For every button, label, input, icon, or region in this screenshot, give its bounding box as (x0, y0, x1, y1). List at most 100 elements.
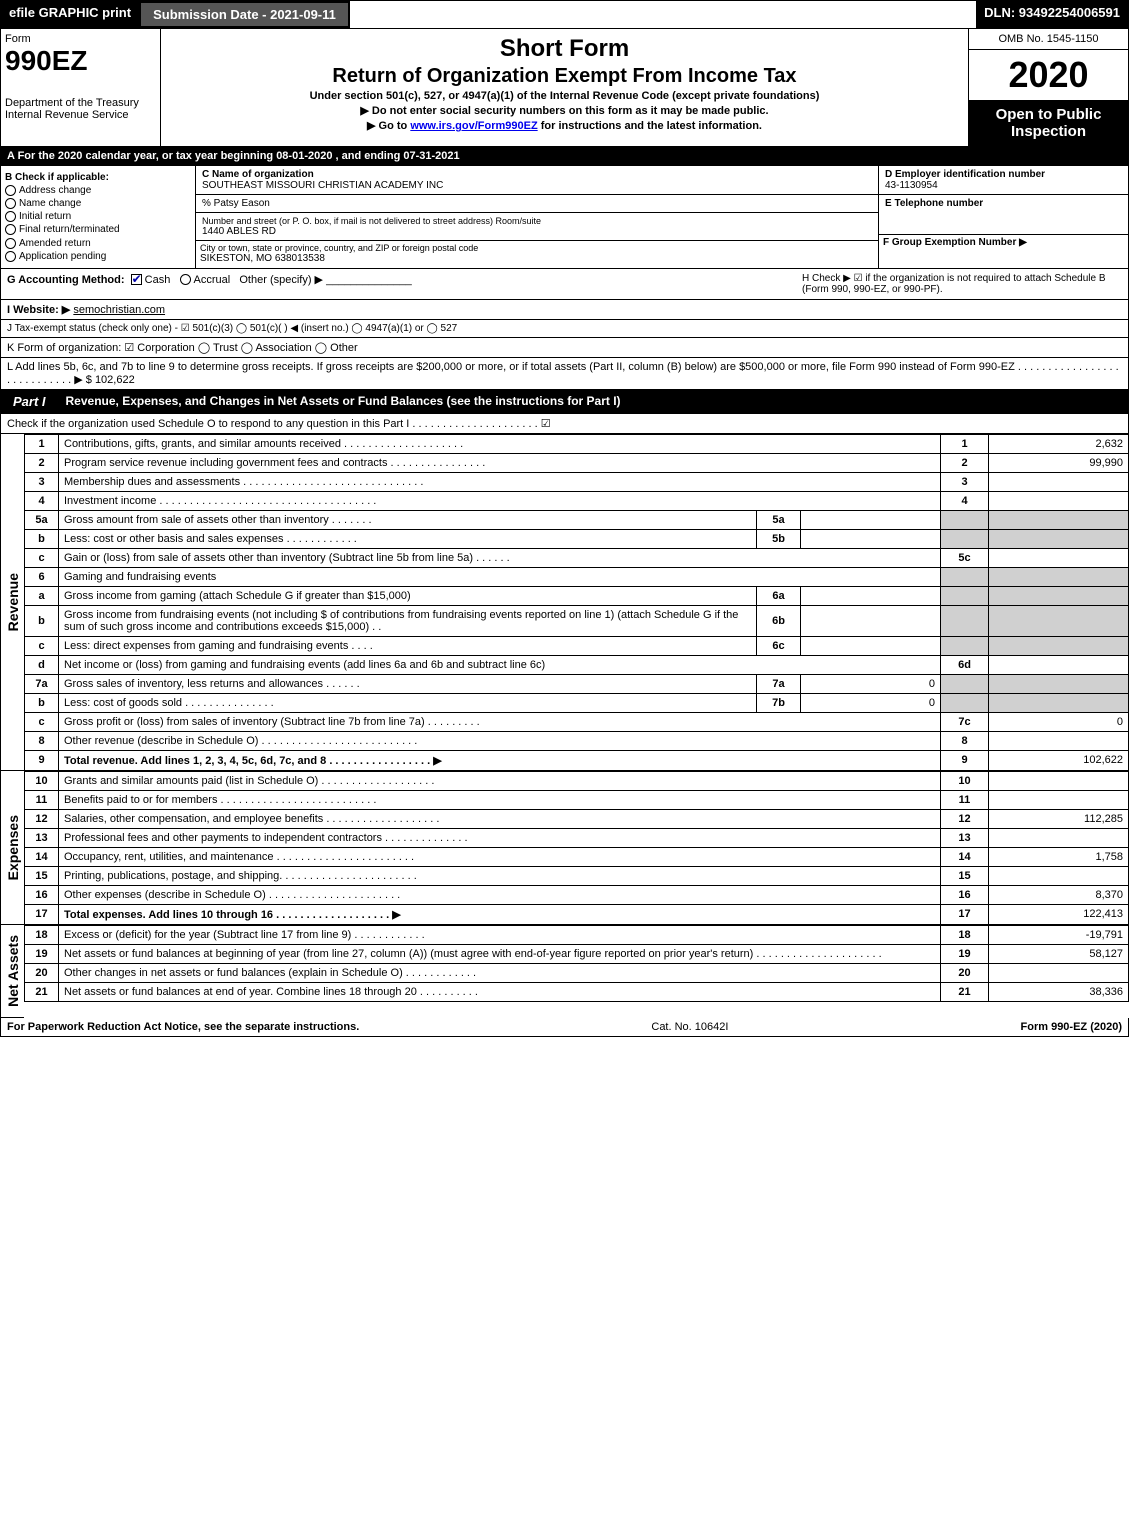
section-b: B Check if applicable: Address change Na… (1, 166, 196, 268)
expenses-label-text: Expenses (3, 805, 23, 890)
sub3-post: for instructions and the latest informat… (538, 120, 762, 132)
cb-cash[interactable] (131, 274, 142, 285)
row-6b: bGross income from fundraising events (n… (25, 605, 1129, 636)
row-5c: cGain or (loss) from sale of assets othe… (25, 548, 1129, 567)
a6d (989, 655, 1129, 674)
n1: 1 (25, 434, 59, 453)
row-6a: aGross income from gaming (attach Schedu… (25, 586, 1129, 605)
a12: 112,285 (989, 809, 1129, 828)
sc5b: 5b (757, 529, 801, 548)
top-bar: efile GRAPHIC print Submission Date - 20… (0, 0, 1129, 29)
department-label: Department of the Treasury Internal Reve… (5, 97, 156, 121)
sub3-pre: ▶ Go to (367, 120, 410, 132)
row-21: 21Net assets or fund balances at end of … (25, 982, 1129, 1001)
omb-number: OMB No. 1545-1150 (969, 29, 1128, 50)
b-heading: B Check if applicable: (5, 172, 109, 183)
netassets-section: Net Assets 18Excess or (deficit) for the… (0, 925, 1129, 1018)
irs-link[interactable]: www.irs.gov/Form990EZ (410, 120, 537, 132)
line-g: G Accounting Method: Cash Accrual Other … (7, 273, 792, 295)
ein-value: 43-1130954 (885, 180, 938, 191)
c13: 13 (941, 828, 989, 847)
tax-year: 2020 (969, 50, 1128, 100)
c6d: 6d (941, 655, 989, 674)
header-center: Short Form Return of Organization Exempt… (161, 29, 968, 146)
t9b: Total revenue. Add lines 1, 2, 3, 4, 5c,… (64, 755, 442, 767)
efile-print-label[interactable]: efile GRAPHIC print (1, 1, 139, 28)
n2: 2 (25, 453, 59, 472)
header-left: Form 990EZ Department of the Treasury In… (1, 29, 161, 146)
c21: 21 (941, 982, 989, 1001)
i-label: I Website: ▶ (7, 304, 70, 316)
line-h: H Check ▶ ☑ if the organization is not r… (792, 273, 1122, 295)
row-4: 4Investment income . . . . . . . . . . .… (25, 491, 1129, 510)
d-label: D Employer identification number (885, 169, 1045, 180)
t5b: Less: cost or other basis and sales expe… (59, 529, 757, 548)
c14: 14 (941, 847, 989, 866)
cb-name-change[interactable]: Name change (5, 198, 191, 209)
a6b-shade (989, 605, 1129, 636)
f-label: F Group Exemption Number ▶ (883, 237, 1027, 248)
cb-application-pending[interactable]: Application pending (5, 251, 191, 262)
footer-left: For Paperwork Reduction Act Notice, see … (7, 1021, 359, 1033)
a6c-shade (989, 636, 1129, 655)
row-18: 18Excess or (deficit) for the year (Subt… (25, 925, 1129, 944)
t1: Contributions, gifts, grants, and simila… (59, 434, 941, 453)
n14: 14 (25, 847, 59, 866)
website-link[interactable]: semochristian.com (73, 304, 165, 316)
a7b-shade (989, 693, 1129, 712)
row-5a: 5aGross amount from sale of assets other… (25, 510, 1129, 529)
c6-shade (941, 567, 989, 586)
c19: 19 (941, 944, 989, 963)
n6c: c (25, 636, 59, 655)
cb-amended-return[interactable]: Amended return (5, 238, 191, 249)
revenue-section: Revenue 1Contributions, gifts, grants, a… (0, 434, 1129, 771)
form-subtitle-2: ▶ Do not enter social security numbers o… (171, 104, 958, 117)
n17: 17 (25, 904, 59, 924)
c16: 16 (941, 885, 989, 904)
c2: 2 (941, 453, 989, 472)
t4: Investment income . . . . . . . . . . . … (59, 491, 941, 510)
line-i: I Website: ▶ semochristian.com (0, 300, 1129, 320)
t10: Grants and similar amounts paid (list in… (59, 771, 941, 790)
sa6c (801, 636, 941, 655)
street-address: 1440 ABLES RD (202, 226, 872, 237)
cb-initial-return[interactable]: Initial return (5, 211, 191, 222)
dln-label: DLN: 93492254006591 (976, 1, 1128, 28)
c18: 18 (941, 925, 989, 944)
cb-final-return[interactable]: Final return/terminated (5, 224, 191, 235)
line-a-tax-year: A For the 2020 calendar year, or tax yea… (0, 147, 1129, 166)
row-10: 10Grants and similar amounts paid (list … (25, 771, 1129, 790)
n6b: b (25, 605, 59, 636)
row-12: 12Salaries, other compensation, and empl… (25, 809, 1129, 828)
a1: 2,632 (989, 434, 1129, 453)
street-label: Number and street (or P. O. box, if mail… (202, 216, 872, 226)
section-def: D Employer identification number 43-1130… (878, 166, 1128, 268)
care-of: % Patsy Eason (202, 198, 872, 209)
t17: Total expenses. Add lines 10 through 16 … (59, 904, 941, 924)
t11: Benefits paid to or for members . . . . … (59, 790, 941, 809)
row-1: 1Contributions, gifts, grants, and simil… (25, 434, 1129, 453)
sa5a (801, 510, 941, 529)
cb-accrual[interactable] (180, 274, 191, 285)
t21: Net assets or fund balances at end of ye… (59, 982, 941, 1001)
part-1-title: Revenue, Expenses, and Changes in Net As… (58, 390, 1128, 413)
sa7b: 0 (801, 693, 941, 712)
t12: Salaries, other compensation, and employ… (59, 809, 941, 828)
city-state-zip: SIKESTON, MO 638013538 (200, 253, 874, 264)
row-13: 13Professional fees and other payments t… (25, 828, 1129, 847)
a20 (989, 963, 1129, 982)
sa7a: 0 (801, 674, 941, 693)
t19: Net assets or fund balances at beginning… (59, 944, 941, 963)
row-15: 15Printing, publications, postage, and s… (25, 866, 1129, 885)
n3: 3 (25, 472, 59, 491)
cb-address-change[interactable]: Address change (5, 185, 191, 196)
a5a-shade (989, 510, 1129, 529)
a7a-shade (989, 674, 1129, 693)
a5b-shade (989, 529, 1129, 548)
a13 (989, 828, 1129, 847)
row-17: 17Total expenses. Add lines 10 through 1… (25, 904, 1129, 924)
t8: Other revenue (describe in Schedule O) .… (59, 731, 941, 750)
section-bcdef: B Check if applicable: Address change Na… (0, 166, 1129, 269)
footer-form-ref: Form 990-EZ (2020) (1021, 1021, 1122, 1033)
part-1-check-line: Check if the organization used Schedule … (0, 414, 1129, 434)
